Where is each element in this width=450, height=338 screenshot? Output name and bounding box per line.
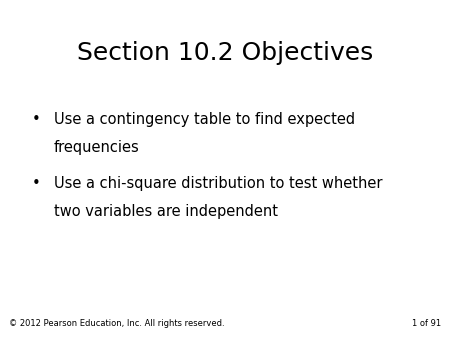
Text: frequencies: frequencies — [54, 140, 140, 155]
Text: Section 10.2 Objectives: Section 10.2 Objectives — [77, 41, 373, 65]
Text: Use a contingency table to find expected: Use a contingency table to find expected — [54, 112, 355, 126]
Text: Use a chi-square distribution to test whether: Use a chi-square distribution to test wh… — [54, 176, 382, 191]
Text: •: • — [32, 176, 40, 191]
Text: 1 of 91: 1 of 91 — [412, 319, 441, 328]
Text: •: • — [32, 112, 40, 126]
Text: two variables are independent: two variables are independent — [54, 204, 278, 219]
Text: © 2012 Pearson Education, Inc. All rights reserved.: © 2012 Pearson Education, Inc. All right… — [9, 319, 225, 328]
